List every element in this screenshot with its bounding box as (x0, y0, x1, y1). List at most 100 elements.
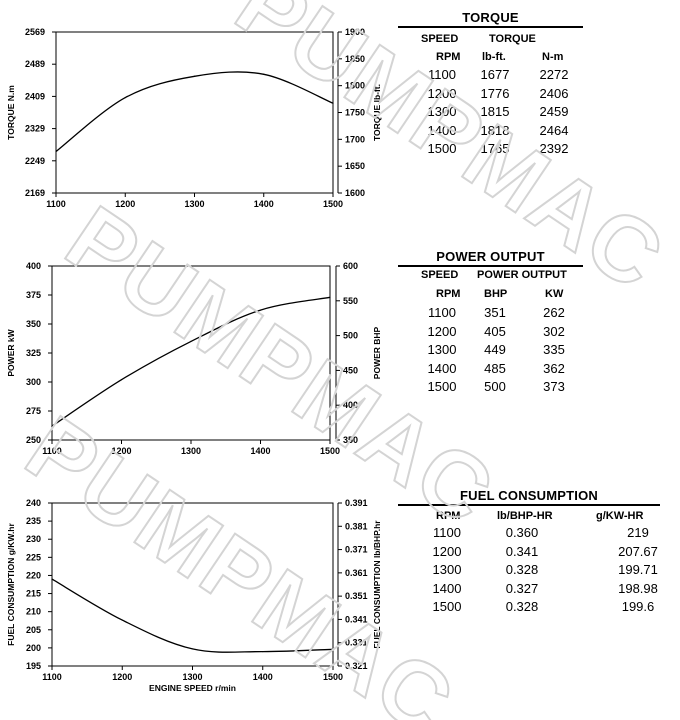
torque-cell: 1818 (480, 122, 510, 138)
fuel-rpm-header: RPM (436, 510, 461, 522)
power-cell: 500 (484, 379, 506, 394)
torque-nm-header: N-m (542, 51, 564, 63)
fuel-cell: 0.360 (505, 525, 539, 540)
fuel-point (262, 650, 264, 653)
fuel-point (51, 578, 53, 580)
fuel-y2-tick-label: 0.331 (345, 638, 368, 648)
torque-cell: 1500 (427, 141, 457, 156)
power-cell: 1300 (427, 342, 457, 357)
fuel-x-tick-label: 1500 (323, 672, 343, 682)
torque-y-axis-title: TORQUE N.m (6, 85, 16, 140)
torque-curve (55, 71, 334, 153)
power-bhp-header: BHP (484, 288, 508, 300)
power-plot-frame (51, 265, 331, 441)
torque-y-tick-label: 2409 (25, 91, 45, 101)
torque-cell: 1815 (480, 104, 510, 119)
fuel-cell: 1400 (432, 580, 462, 596)
fuel-y2-tick-label: 0.381 (345, 521, 368, 531)
power-point (190, 340, 192, 342)
torque-y2-tick-label: 1900 (345, 27, 365, 37)
fuel-y2-axis-title: FUEL CONSUMPTION lb/BHP.hr (372, 520, 382, 649)
torque-cell: 2459 (539, 104, 569, 119)
fuel-cell: 0.341 (505, 543, 539, 559)
power-cell: 362 (543, 360, 565, 376)
power-table-title: POWER OUTPUT (398, 249, 583, 267)
torque-y2-tick-label: 1850 (345, 54, 365, 64)
fuel-cell: 219 (627, 525, 649, 540)
fuel-x-tick-label: 1300 (182, 672, 202, 682)
power-cell: 405 (484, 323, 506, 339)
power-cell: 351 (484, 305, 506, 320)
fuel-cell: 1200 (432, 543, 462, 559)
fuel-y2-tick-label: 0.351 (345, 591, 368, 601)
torque-x-tick-label: 1300 (184, 199, 204, 209)
power-cell: 449 (484, 342, 506, 357)
power-point (259, 309, 262, 311)
power-point (329, 296, 331, 298)
power-x-tick-label: 1200 (111, 446, 131, 456)
torque-table-title: TORQUE (398, 10, 583, 28)
torque-cell: 1765 (480, 141, 510, 156)
fuel-x-axis-title: ENGINE SPEED r/min (149, 683, 236, 693)
power-output-header: POWER OUTPUT (477, 269, 567, 281)
torque-lbft-header: lb-ft. (482, 51, 506, 63)
fuel-y2-tick-label: 0.341 (345, 614, 368, 624)
power-y2-tick-label: 350 (343, 435, 358, 445)
torque-point (332, 102, 334, 104)
torque-y2-tick-label: 1600 (345, 188, 365, 198)
power-y-axis-title: POWER kW (6, 328, 16, 376)
fuel-cell: 0.327 (505, 580, 539, 596)
torque-x-tick-label: 1400 (254, 199, 274, 209)
fuel-cell: 1300 (432, 562, 462, 577)
fuel-g-header: g/KW-HR (596, 510, 644, 522)
fuel-point (121, 619, 123, 621)
power-y-tick-label: 375 (26, 290, 41, 300)
power-x-tick-label: 1300 (181, 446, 201, 456)
fuel-point (332, 648, 334, 650)
fuel-point (191, 648, 194, 650)
torque-speed-header: SPEED (421, 33, 459, 45)
torque-x-tick-label: 1100 (46, 199, 66, 209)
power-y2-axis-title: POWER BHP (372, 326, 382, 379)
torque-plot-frame (55, 31, 334, 194)
fuel-y2-tick-label: 0.371 (345, 545, 368, 555)
power-cell: 1100 (428, 305, 456, 320)
torque-y-tick-label: 2329 (25, 124, 45, 134)
power-y-tick-label: 250 (26, 435, 41, 445)
power-y2-tick-label: 500 (343, 331, 358, 341)
fuel-y-axis-title: FUEL CONSUMPTION g/KW.hr (6, 523, 16, 646)
torque-y2-axis-title: TORQUE lb-ft. (372, 84, 382, 141)
fuel-y-tick-label: 225 (26, 552, 41, 562)
power-y2-tick-label: 450 (343, 365, 358, 375)
power-cell: 485 (484, 360, 506, 376)
fuel-lb-header: lb/BHP-HR (497, 510, 553, 522)
fuel-cell: 0.328 (505, 599, 539, 614)
torque-y-tick-label: 2489 (25, 59, 45, 69)
torque-y-tick-label: 2569 (25, 27, 45, 37)
torque-cell: 2406 (539, 85, 569, 101)
torque-cell: 2392 (539, 141, 569, 156)
fuel-cell: 1100 (433, 525, 461, 540)
fuel-y2-tick-label: 0.391 (345, 498, 368, 508)
fuel-y2-tick-label: 0.321 (345, 661, 368, 671)
fuel-x-tick-label: 1200 (112, 672, 132, 682)
torque-y-tick-label: 2249 (25, 156, 45, 166)
torque-x-tick-label: 1200 (115, 199, 135, 209)
power-y-tick-label: 350 (26, 319, 41, 329)
torque-rpm-header: RPM (436, 51, 461, 63)
torque-y2-tick-label: 1700 (345, 134, 365, 144)
fuel-y-tick-label: 205 (26, 625, 41, 635)
power-x-tick-label: 1400 (250, 446, 270, 456)
torque-point (55, 150, 57, 153)
fuel-cell: 207.67 (618, 543, 658, 559)
power-y-tick-label: 400 (26, 261, 41, 271)
torque-torque-header: TORQUE (489, 33, 536, 45)
fuel-x-tick-label: 1100 (42, 672, 62, 682)
fuel-y-tick-label: 200 (26, 643, 41, 653)
torque-x-tick-label: 1500 (323, 199, 343, 209)
fuel-y-tick-label: 210 (26, 607, 41, 617)
power-cell: 373 (543, 379, 565, 394)
fuel-table-title: FUEL CONSUMPTION (398, 488, 660, 506)
fuel-y-tick-label: 215 (26, 589, 41, 599)
